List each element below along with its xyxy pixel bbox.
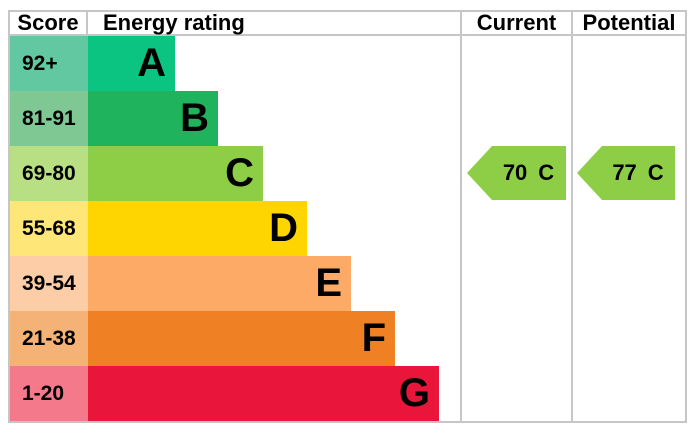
current-rating-band: C [538,160,555,185]
rating-bar-f: F [88,311,395,366]
rating-bar-d: D [88,201,307,256]
column-header-energy-rating: Energy rating [103,10,245,35]
divider-current-potential [571,10,573,423]
band-letter-g: G [398,371,430,415]
divider-rating-current [460,10,462,423]
score-range-f: 21-38 [22,326,76,350]
border-bottom [8,421,687,423]
score-cell-b: 81-91 [10,91,88,146]
potential-rating-value: 77 [612,160,637,185]
score-cell-e: 39-54 [10,256,88,311]
border-top [8,10,687,12]
score-range-g: 1-20 [22,381,65,405]
score-cell-c: 69-80 [10,146,88,201]
score-range-d: 55-68 [22,216,76,240]
rating-bar-e: E [88,256,351,311]
score-cell-a: 92+ [10,36,88,91]
score-range-a: 92+ [22,51,58,75]
score-range-c: 69-80 [22,161,76,185]
border-right [685,10,687,423]
band-letter-e: E [315,261,342,305]
band-letter-f: F [361,316,386,360]
rating-bar-g: G [88,366,439,421]
band-letter-a: A [137,41,166,85]
band-letter-d: D [269,206,298,250]
column-header-potential: Potential [582,10,676,35]
column-header-score: Score [17,10,79,35]
potential-rating-band: C [647,160,664,185]
score-cell-d: 55-68 [10,201,88,256]
band-letter-c: C [225,151,254,195]
current-rating-arrow: 70 C [467,146,566,200]
header-underline [8,34,687,36]
potential-rating-arrow: 77 C [577,146,675,200]
column-header-current: Current [476,10,557,35]
score-range-e: 39-54 [22,271,76,295]
band-letter-b: B [180,96,209,140]
divider-score-rating [86,10,88,36]
current-rating-value: 70 [502,160,528,185]
rating-bar-b: B [88,91,218,146]
score-cell-f: 21-38 [10,311,88,366]
score-range-b: 81-91 [22,106,76,130]
score-cell-g: 1-20 [10,366,88,421]
rating-bar-a: A [88,36,175,91]
rating-bar-c: C [88,146,263,201]
border-left [8,10,10,423]
